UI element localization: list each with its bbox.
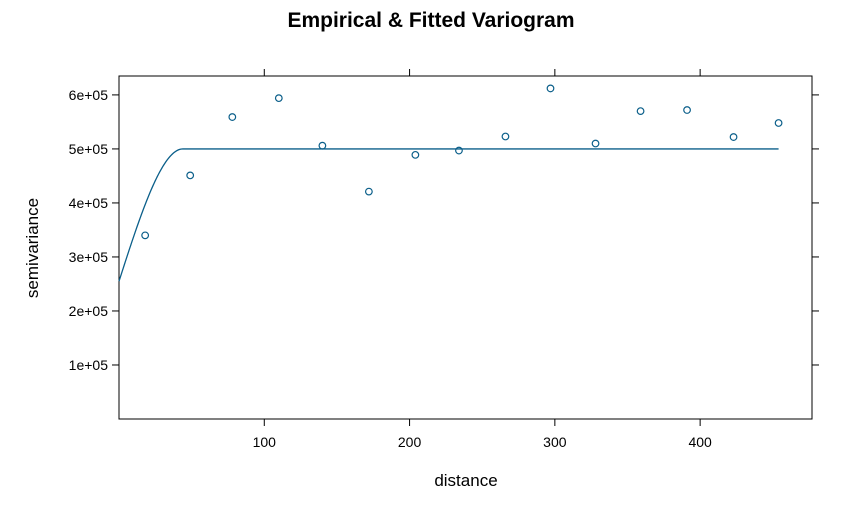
x-tick-label: 100 xyxy=(253,434,277,450)
x-axis: 100 200 300 400 xyxy=(253,69,712,450)
y-tick-label: 5e+05 xyxy=(69,141,109,157)
data-point xyxy=(455,146,463,155)
data-point xyxy=(364,187,373,196)
y-tick-label: 3e+05 xyxy=(69,249,109,265)
y-tick-label: 1e+05 xyxy=(69,357,109,373)
plot-frame xyxy=(118,75,813,420)
data-point xyxy=(186,171,195,180)
data-point xyxy=(228,113,237,121)
y-tick-label: 6e+05 xyxy=(69,87,109,103)
data-point xyxy=(411,150,420,159)
x-tick-label: 300 xyxy=(543,434,567,450)
data-point xyxy=(729,133,738,141)
x-tick-label: 400 xyxy=(688,434,712,450)
data-point xyxy=(546,84,555,93)
data-point xyxy=(591,139,600,148)
x-tick-label: 200 xyxy=(398,434,422,450)
y-tick-label: 4e+05 xyxy=(69,195,109,211)
data-point xyxy=(141,231,150,240)
x-axis-label: distance xyxy=(434,471,497,490)
chart-title: Empirical & Fitted Variogram xyxy=(287,9,574,32)
data-point xyxy=(274,94,283,103)
data-point xyxy=(636,107,645,116)
data-point xyxy=(683,106,691,114)
empirical-points xyxy=(141,84,783,240)
y-axis-label: semivariance xyxy=(23,198,42,298)
data-point xyxy=(501,132,510,141)
fitted-variogram-line xyxy=(118,148,779,282)
y-axis: 1e+05 2e+05 3e+05 4e+05 5e+05 6e+05 xyxy=(69,87,819,373)
data-point xyxy=(318,141,327,150)
y-tick-label: 2e+05 xyxy=(69,303,109,319)
data-point xyxy=(774,119,783,127)
